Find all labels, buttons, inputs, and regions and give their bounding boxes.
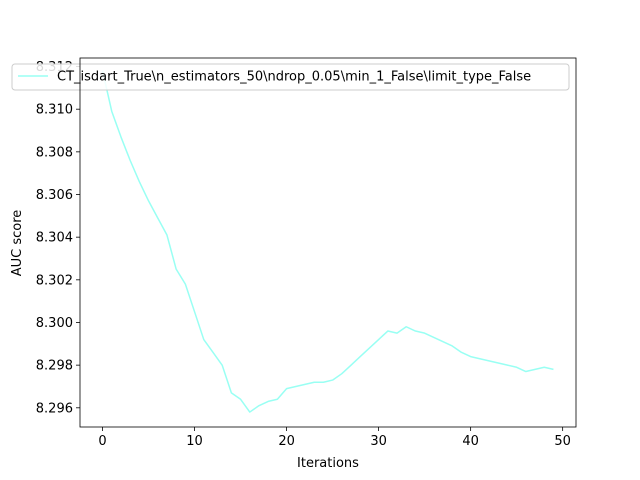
legend: CT_isdart_True\n_estimators_50\ndrop_0.0…	[11, 63, 570, 91]
series-line-0	[101, 70, 554, 413]
x-tick-label: 40	[462, 434, 479, 449]
x-axis-label: Iterations	[297, 456, 359, 471]
legend-label: CT_isdart_True\n_estimators_50\ndrop_0.0…	[57, 70, 531, 85]
y-tick-label: 8.298	[36, 359, 73, 374]
x-tick-label: 30	[370, 434, 387, 449]
y-tick-label: 8.306	[36, 188, 73, 203]
legend-box	[11, 63, 570, 91]
x-tick-label: 0	[98, 434, 106, 449]
x-axis: 0 10 20 30 40 50	[98, 427, 571, 449]
y-tick-label: 8.308	[36, 145, 73, 160]
y-tick-label: 8.296	[36, 401, 73, 416]
y-tick-label: 8.310	[36, 103, 73, 118]
y-tick-label: 8.302	[36, 273, 73, 288]
x-tick-label: 50	[554, 434, 571, 449]
axes-frame	[79, 57, 577, 428]
y-tick-label: 8.304	[36, 231, 73, 246]
y-tick-label: 8.300	[36, 316, 73, 331]
y-axis: 8.296 8.298 8.300 8.302 8.304 8.306 8.308 8.310…	[36, 60, 80, 416]
plot-area	[101, 70, 554, 413]
x-tick-label: 20	[278, 434, 295, 449]
y-axis-label: AUC score	[10, 210, 25, 277]
x-tick-label: 10	[186, 434, 203, 449]
